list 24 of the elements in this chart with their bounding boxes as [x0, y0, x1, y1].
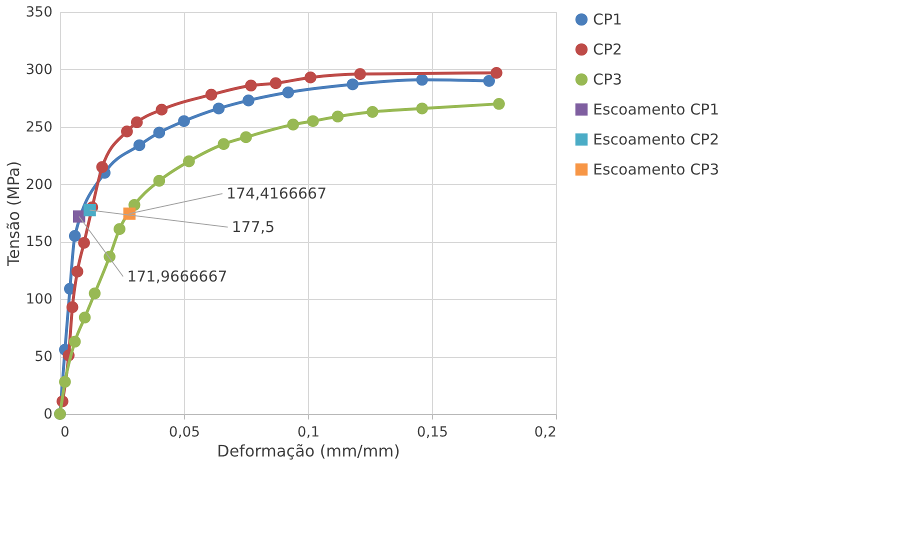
x-tick-label: 0,15 [416, 424, 448, 440]
x-tick-label: 0,2 [534, 424, 556, 440]
y-tick-label: 100 [26, 292, 52, 308]
y-tick-label: 50 [34, 349, 52, 366]
legend-label: CP3 [593, 70, 622, 88]
x-tick-label: 0,05 [168, 424, 200, 440]
x-tick-label: 0 [60, 424, 70, 440]
legend-label: Escoamento CP1 [593, 100, 720, 118]
legend-label: Escoamento CP2 [593, 130, 720, 148]
annotation: 177,5 [232, 218, 275, 236]
y-tick-label: 0 [44, 406, 52, 422]
legend-label: Escoamento CP3 [593, 160, 720, 178]
y-tick-label: 150 [26, 234, 52, 250]
y-axis-title: Tensão (MPa) [4, 160, 23, 268]
x-tick-label: 0,1 [297, 424, 320, 440]
y-tick-label: 200 [26, 176, 52, 193]
x-axis-title: Deformação (mm/mm) [217, 442, 400, 460]
legend-label: CP2 [593, 40, 622, 58]
annotation: 171,9666667 [127, 267, 228, 286]
y-tick-label: 300 [26, 62, 52, 78]
legend-label: CP1 [593, 10, 622, 28]
y-tick-label: 250 [26, 119, 52, 136]
y-tick-label: 350 [26, 4, 52, 20]
annotation: 174,4166667 [226, 184, 327, 203]
